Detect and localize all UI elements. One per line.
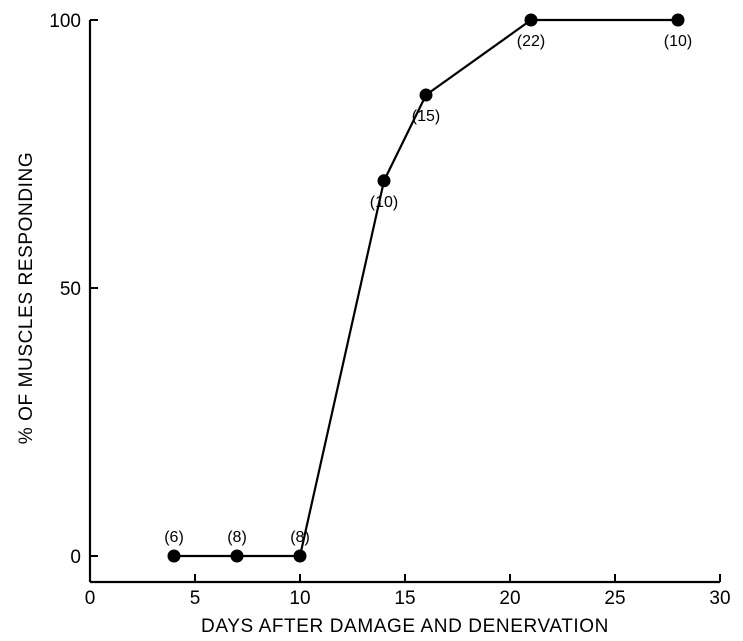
data-point xyxy=(671,13,685,27)
data-label: (10) xyxy=(664,33,692,50)
data-label: (8) xyxy=(290,529,310,546)
y-ticks: 0 50 100 xyxy=(49,11,98,568)
x-tick-label: 0 xyxy=(85,588,96,609)
x-tick-label: 10 xyxy=(289,588,310,609)
x-tick-label: 5 xyxy=(190,588,201,609)
x-tick-label: 25 xyxy=(604,588,625,609)
x-tick-label: 20 xyxy=(499,588,520,609)
x-axis-label: DAYS AFTER DAMAGE AND DENERVATION xyxy=(201,616,609,637)
data-label: (8) xyxy=(227,529,247,546)
data-label: (6) xyxy=(164,529,184,546)
series-layer: (6) (8) (8) (10) (15) (22) (10) xyxy=(164,13,692,563)
y-tick-label: 50 xyxy=(60,279,81,300)
data-point xyxy=(167,549,181,563)
data-label: (10) xyxy=(370,194,398,211)
data-label: (15) xyxy=(412,108,440,125)
data-point xyxy=(293,549,307,563)
x-tick-label: 30 xyxy=(709,588,730,609)
axes xyxy=(88,20,720,584)
data-point xyxy=(230,549,244,563)
data-point xyxy=(524,13,538,27)
data-label: (22) xyxy=(517,33,545,50)
y-tick-label: 100 xyxy=(49,11,81,32)
x-ticks: 0 5 10 15 20 25 30 xyxy=(85,574,731,609)
data-point xyxy=(377,174,391,188)
data-point xyxy=(419,88,433,102)
y-tick-label: 0 xyxy=(70,547,81,568)
x-tick-label: 15 xyxy=(394,588,415,609)
y-axis-label: % OF MUSCLES RESPONDING xyxy=(16,152,37,445)
